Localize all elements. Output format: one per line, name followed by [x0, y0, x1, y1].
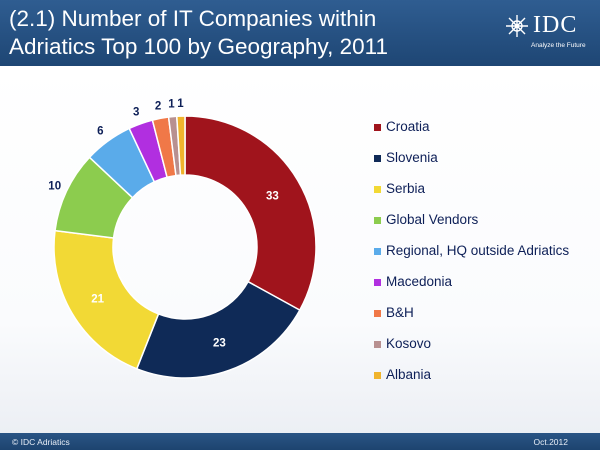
- legend-label: Regional, HQ outside Adriatics: [386, 243, 570, 258]
- legend-label: Kosovo: [386, 336, 432, 351]
- legend-label: Macedonia: [386, 274, 453, 289]
- footer-bar: © IDC Adriatics Oct.2012: [0, 433, 600, 450]
- title-line-2: Adriatics Top 100 by Geography, 2011: [9, 34, 388, 59]
- data-label-b-h: 2: [155, 101, 161, 113]
- legend-swatch: [374, 186, 381, 193]
- data-label-slovenia: 23: [213, 337, 226, 349]
- donut-slice-slovenia: [135, 280, 301, 379]
- legend-swatch: [374, 310, 381, 317]
- legend-label: Croatia: [386, 119, 430, 134]
- legend-swatch: [374, 279, 381, 286]
- legend-swatch: [374, 248, 381, 255]
- data-label-global-vendors: 10: [48, 181, 61, 193]
- legend-label: Slovenia: [386, 150, 438, 165]
- logo-name: IDC: [533, 12, 578, 38]
- footer-date: Oct.2012: [533, 437, 569, 447]
- idc-globe-icon: [506, 15, 528, 37]
- legend-label: B&H: [386, 305, 414, 320]
- title-line-1: (2.1) Number of IT Companies within: [9, 6, 377, 31]
- legend-swatch: [374, 341, 381, 348]
- legend-swatch: [374, 155, 381, 162]
- data-label-macedonia: 3: [133, 107, 139, 119]
- logo-tagline: Analyze the Future: [531, 42, 586, 49]
- legend-swatch: [374, 124, 381, 131]
- header-banner: (2.1) Number of IT Companies within Adri…: [0, 0, 600, 66]
- data-label-croatia: 33: [266, 190, 279, 202]
- footer-copyright: © IDC Adriatics: [12, 437, 70, 447]
- legend-swatch: [374, 372, 381, 379]
- donut-slice-serbia: [53, 229, 160, 370]
- data-label-kosovo: 1: [168, 99, 175, 111]
- data-label-regional-hq-outside-adriatics: 6: [97, 126, 103, 138]
- donut-slice-croatia: [184, 115, 317, 312]
- legend-label: Global Vendors: [386, 212, 479, 227]
- idc-logo: IDC Analyze the Future: [505, 12, 595, 56]
- donut-slice-albania: [175, 115, 186, 176]
- data-label-serbia: 21: [91, 294, 104, 306]
- page-title: (2.1) Number of IT Companies within Adri…: [9, 5, 489, 61]
- legend-label: Serbia: [386, 181, 426, 196]
- legend-label: Albania: [386, 367, 432, 382]
- legend-swatch: [374, 217, 381, 224]
- data-label-albania: 1: [177, 98, 184, 110]
